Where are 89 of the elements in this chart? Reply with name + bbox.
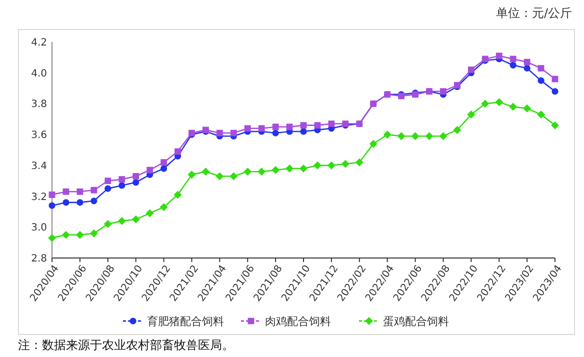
point [397,132,406,140]
text: 单位：元/公斤 [496,6,572,20]
y-tick-label: 3.0 [31,222,47,234]
point [495,98,504,106]
point [258,168,266,176]
point [272,166,280,174]
legend-label: 育肥猪配合饲料 [147,314,224,328]
point [439,132,448,140]
y-tick-label: 4.2 [31,38,47,48]
point [341,160,350,168]
point [202,168,210,176]
point [327,161,336,170]
point [369,140,378,148]
y-tick-label: 3.4 [31,160,47,172]
point [524,64,530,72]
point [118,216,126,225]
point [286,124,293,130]
point [230,172,238,180]
point [146,166,154,174]
point [62,188,70,195]
point [244,125,251,132]
point [258,125,265,132]
point [481,100,490,108]
y-tick-label: 4.0 [31,68,47,80]
point [216,130,223,136]
point [383,130,392,139]
point [355,158,364,166]
point [48,202,56,209]
point [104,185,112,192]
point [62,199,70,206]
point [524,58,530,66]
point [90,229,98,238]
point [510,62,516,68]
point [440,88,446,95]
point [132,215,140,224]
point [552,88,558,95]
point [425,132,434,140]
point [48,192,56,198]
point [160,159,167,166]
point [509,102,518,111]
point [300,128,307,135]
point [118,176,126,183]
y-tick-label: 3.8 [31,99,47,110]
point [468,66,474,73]
point [160,165,168,172]
point [272,130,279,136]
text: 注：数据来源于农业农村部畜牧兽医局。 [18,338,234,352]
point [328,120,335,127]
point [538,65,544,72]
point [90,198,98,204]
point [160,203,168,212]
point [104,178,112,184]
point [300,164,308,173]
point [174,190,182,199]
point [467,110,476,119]
point [174,148,181,155]
point [523,104,532,112]
point [76,199,84,206]
point [118,182,126,189]
point [216,172,224,180]
y-tick-label: 3.2 [31,192,47,203]
point [104,220,112,228]
y-tick-label: 2.8 [31,254,47,264]
point [313,161,322,170]
y-tick-label: 3.6 [31,130,47,142]
point [411,132,420,140]
point [62,230,70,239]
legend-label: 肉鸡配合饲料 [265,314,331,328]
point [48,234,56,242]
point [90,186,98,194]
point [537,110,546,119]
point [244,168,252,176]
point [272,124,279,130]
point [76,230,84,239]
point [314,122,321,129]
point [132,173,140,180]
point [146,209,154,218]
point [510,56,516,62]
point [230,130,237,136]
point [188,170,196,179]
point [286,164,294,173]
point [496,52,502,60]
point [300,122,307,129]
point [76,188,84,195]
point [453,126,462,134]
point [538,77,544,84]
point [551,121,559,130]
legend-label: 蛋鸡配合饲料 [383,314,449,328]
point [132,179,140,186]
